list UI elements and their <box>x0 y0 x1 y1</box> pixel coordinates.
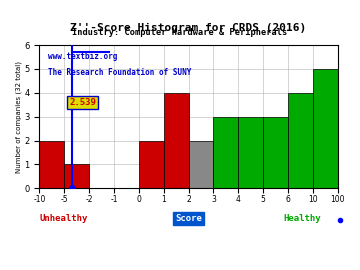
Bar <box>64 164 89 188</box>
Text: Score: Score <box>175 214 202 223</box>
Bar <box>238 117 263 188</box>
Bar <box>139 140 164 188</box>
Bar <box>288 93 313 188</box>
Bar <box>313 69 338 188</box>
Text: Industry: Computer Hardware & Peripherals: Industry: Computer Hardware & Peripheral… <box>72 28 288 37</box>
Title: Z''-Score Histogram for CRDS (2016): Z''-Score Histogram for CRDS (2016) <box>71 23 307 33</box>
Text: Healthy: Healthy <box>283 214 321 223</box>
Bar <box>263 117 288 188</box>
Text: The Research Foundation of SUNY: The Research Foundation of SUNY <box>48 68 192 77</box>
Bar <box>189 140 213 188</box>
Bar <box>164 93 189 188</box>
Text: Unhealthy: Unhealthy <box>39 214 87 223</box>
Text: www.textbiz.org: www.textbiz.org <box>48 52 118 61</box>
Text: 2.539: 2.539 <box>69 98 96 107</box>
Bar <box>39 140 64 188</box>
Bar <box>213 117 238 188</box>
Y-axis label: Number of companies (32 total): Number of companies (32 total) <box>15 61 22 173</box>
